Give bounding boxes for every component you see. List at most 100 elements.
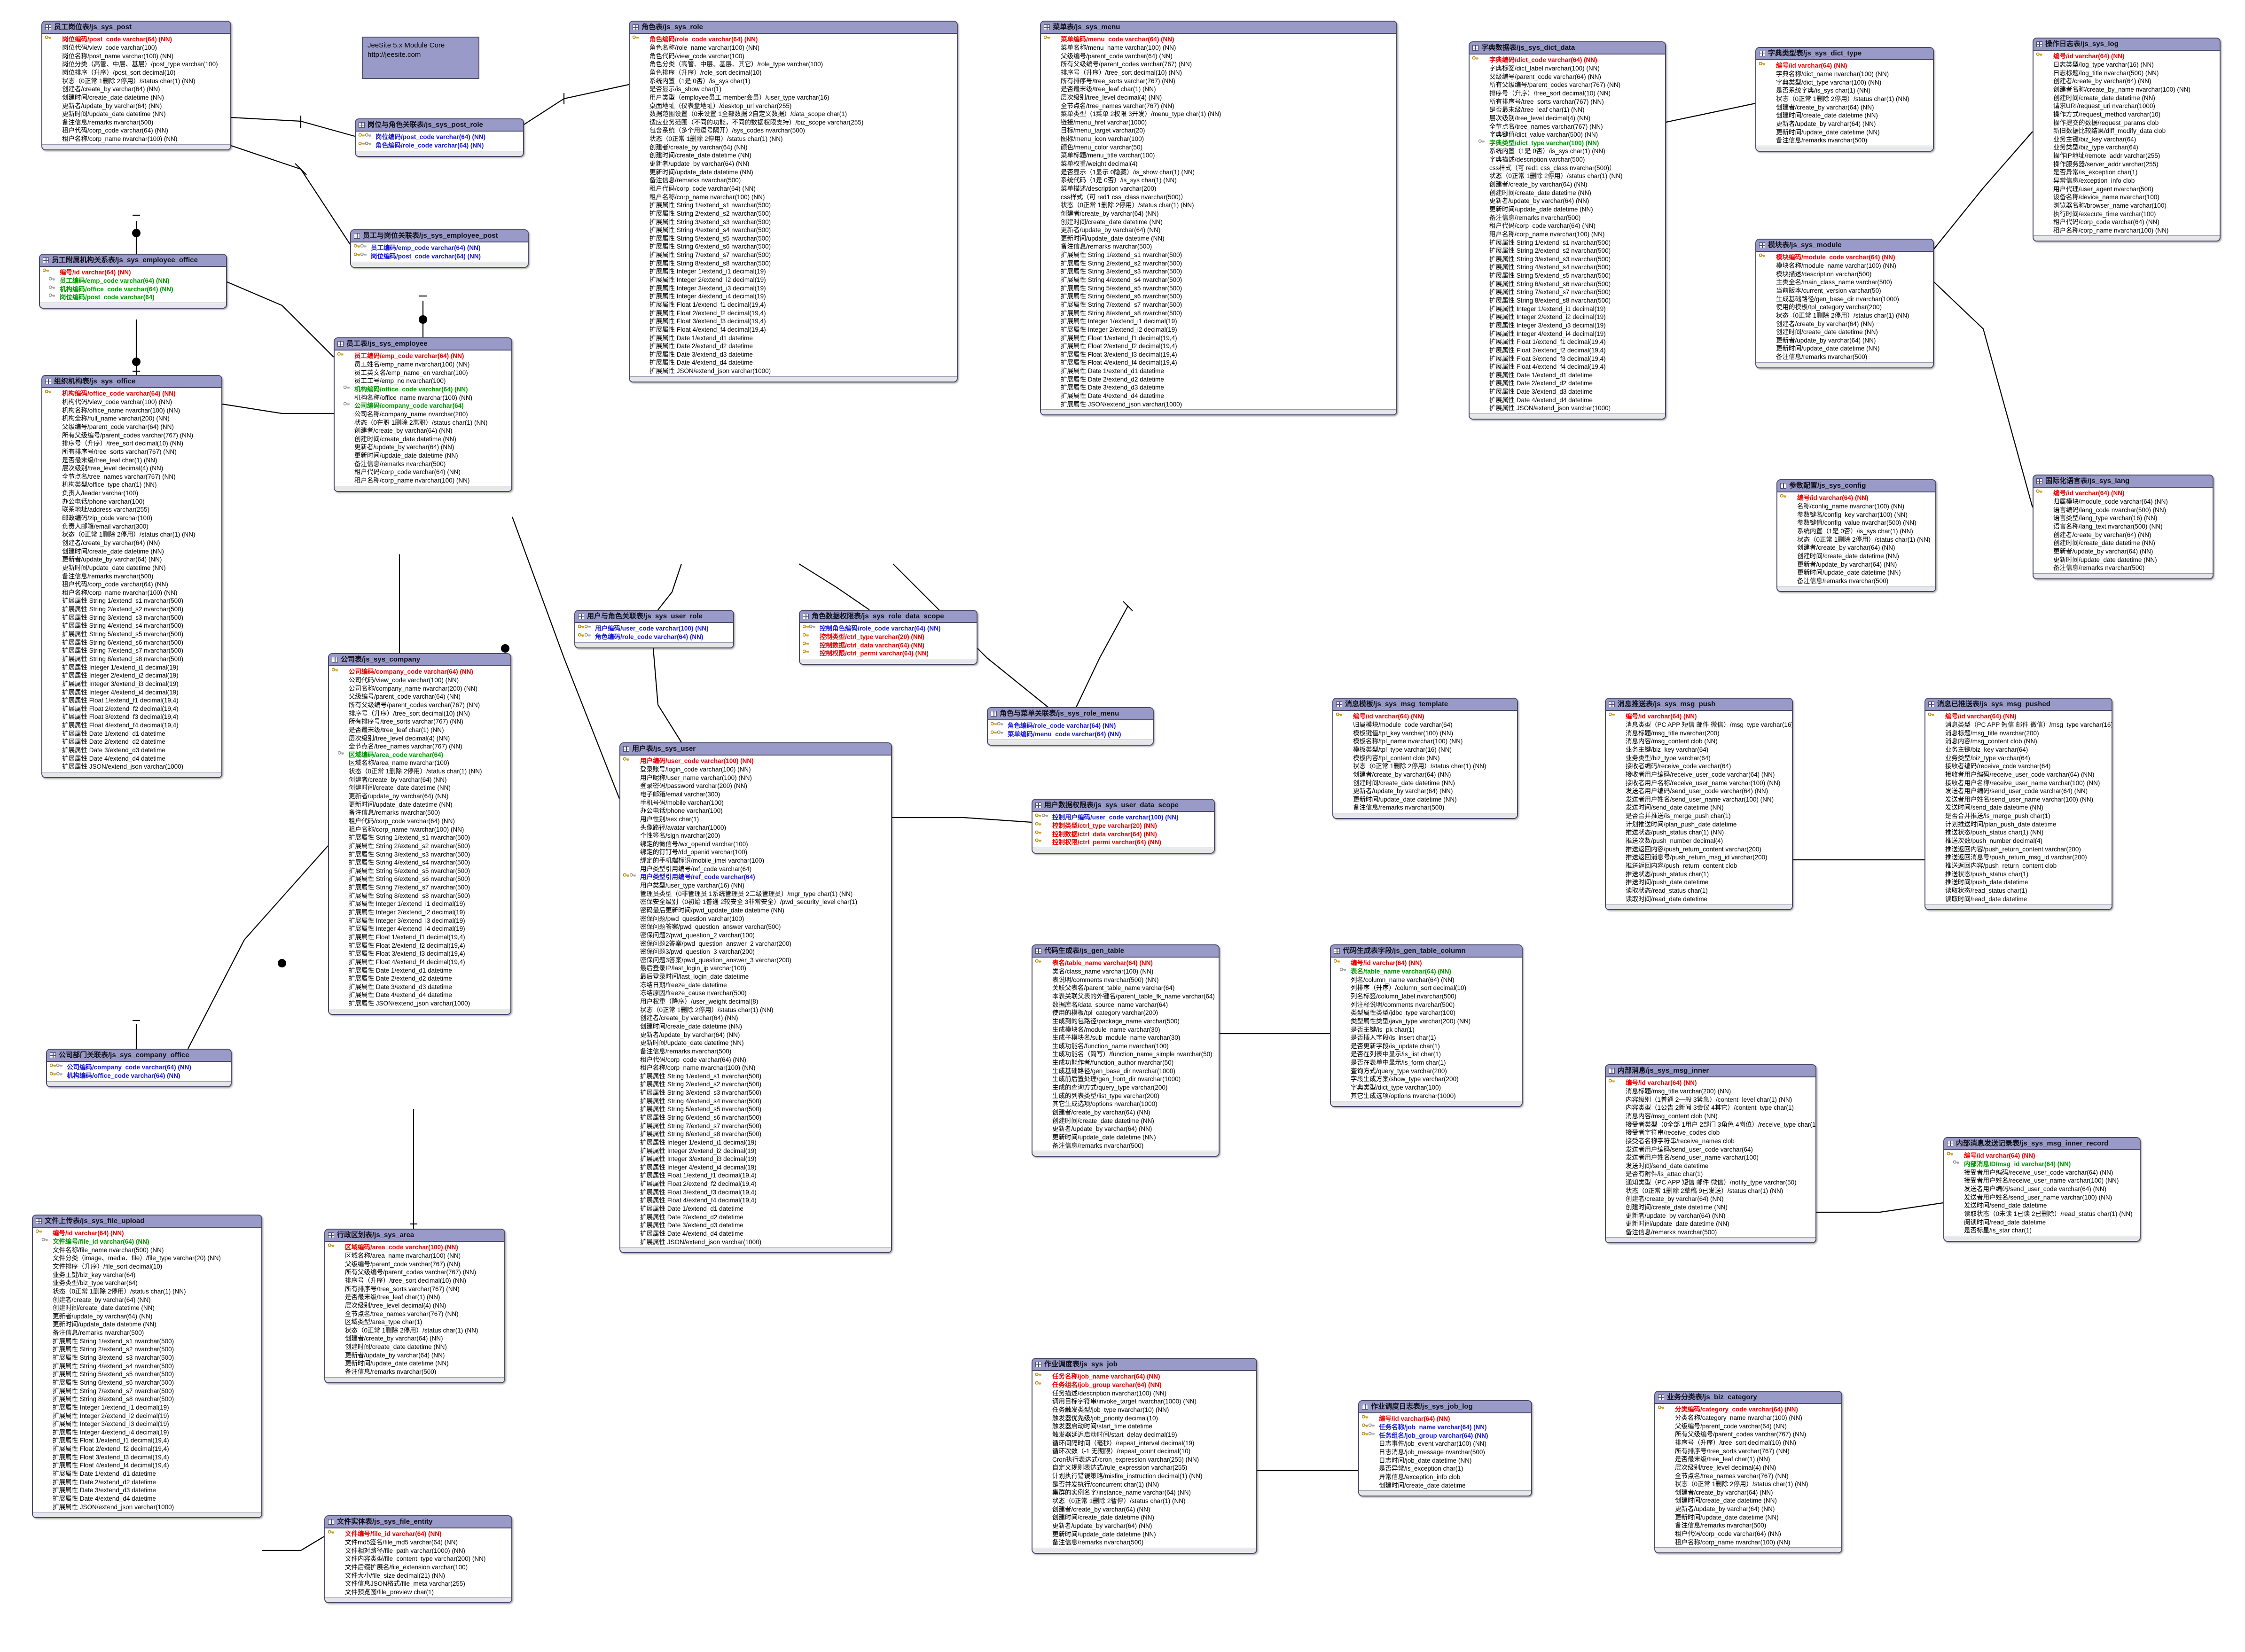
entity-js_gen_table_column[interactable]: 代码生成表字段/js_gen_table_column 编号/id varchar…	[1330, 944, 1523, 1107]
field-label: 模块编码/module_code varchar(64) (NN)	[1776, 254, 1895, 261]
entity-field: 更新者/update_by varchar(64) (NN)	[1034, 1522, 1254, 1530]
field-label: 生成模块名/module_name varchar(30)	[1052, 1026, 1160, 1033]
entity-js_sys_msg_inner_record[interactable]: 内部消息发送记录表/js_sys_msg_inner_record 编号/id v…	[1943, 1137, 2141, 1242]
entity-js_biz_category[interactable]: 业务分类表/js_biz_category 分类编码/category_code …	[1654, 1391, 1842, 1554]
entity-field: 参数键名/config_key varchar(100) (NN)	[1779, 511, 1933, 519]
entity-js_sys_dict_data[interactable]: 字典数据表/js_sys_dict_data 字典编码/dict_code var…	[1469, 41, 1666, 420]
entity-field: 扩展属性 Date 2/extend_d2 datetime	[331, 974, 508, 983]
field-label: 角色名称/role_name varchar(100) (NN)	[649, 44, 760, 52]
entity-field: 当前版本/current_version varchar(50)	[1758, 287, 1931, 295]
entity-js_sys_job[interactable]: 作业调度表/js_sys_job 任务名称/job_name varchar(64…	[1032, 1358, 1257, 1554]
field-label: 扩展属性 Float 4/extend_f4 decimal(19,4)	[53, 1462, 169, 1469]
entity-js_sys_module[interactable]: 模块表/js_sys_module 模块编码/module_code varcha…	[1755, 239, 1934, 368]
entity-field: 是否在表单中显示/is_form char(1)	[1333, 1059, 1520, 1067]
entity-field: 创建者/create_by varchar(64) (NN)	[1758, 319, 1931, 328]
field-label: 员工编码/emp_code varchar(64) (NN)	[60, 277, 170, 285]
entity-field: 创建者/create_by varchar(64) (NN)	[1034, 1505, 1254, 1514]
entity-js_sys_log[interactable]: 操作日志表/js_sys_log 编号/id varchar(64) (NN) 日志…	[2033, 38, 2221, 242]
diagram-title-note: JeeSite 5.x Module Core http://jeesite.c…	[362, 37, 479, 79]
entity-js_sys_role_data_scope[interactable]: 角色数据权限表/js_sys_role_data_scope 控制角色编码/rol…	[799, 610, 978, 665]
entity-field: 所有排序号/tree_sorts varchar(767) (NN)	[331, 717, 508, 726]
entity-js_sys_msg_push[interactable]: 消息推送表/js_sys_msg_push 编号/id varchar(64) (…	[1605, 698, 1793, 910]
field-label: 扩展属性 Float 1/extend_f1 decimal(19,4)	[640, 1172, 757, 1179]
entity-js_sys_dict_type[interactable]: 字典类型表/js_sys_dict_type 编号/id varchar(64) …	[1755, 47, 1934, 152]
entity-js_sys_file_upload[interactable]: 文件上传表/js_sys_file_upload 编号/id varchar(64…	[32, 1215, 262, 1519]
entity-js_sys_company[interactable]: 公司表/js_sys_company 公司编码/company_code varc…	[328, 653, 511, 1015]
entity-js_sys_post_role[interactable]: 岗位与角色关联表/js_sys_post_role 岗位编码/post_code …	[355, 118, 524, 157]
entity-field: 文件预览图/file_preview char(1)	[327, 1588, 509, 1597]
entity-field: 任务触发类型/job_type nvarchar(10) (NN)	[1034, 1406, 1254, 1414]
field-label: 消息标题/msg_title nvarchar(200)	[1626, 729, 1720, 737]
field-label: 扩展属性 String 6/extend_s6 nvarchar(500)	[1489, 280, 1611, 288]
field-label: 发送者用户编码/send_user_code varchar(64)	[1626, 1145, 1753, 1153]
field-label: 数据范围设置（0未设置 1全部数据 2自定义数据）/data_scope cha…	[649, 110, 847, 118]
field-label: 推送时间/push_date datetime	[1626, 879, 1709, 886]
entity-js_sys_employee_post[interactable]: 员工与岗位关联表/js_sys_employee_post 员工编码/emp_co…	[350, 229, 529, 268]
entity-js_sys_msg_inner[interactable]: 内部消息/js_sys_msg_inner 编号/id varchar(64) (…	[1605, 1064, 1816, 1244]
entity-footer	[1333, 812, 1517, 818]
primary-key-icon	[1609, 1079, 1615, 1084]
entity-js_sys_user_role[interactable]: 用户与角色关联表/js_sys_user_role 用户编码/user_code …	[574, 610, 734, 648]
entity-footer	[47, 1081, 231, 1086]
entity-js_sys_lang[interactable]: 国际化语言表/js_sys_lang 编号/id varchar(64) (NN)…	[2033, 475, 2214, 579]
entity-js_sys_area[interactable]: 行政区划表/js_sys_area 区域编码/area_code varchar(…	[324, 1229, 505, 1383]
field-label: 更新者/update_by varchar(64) (NN)	[62, 102, 162, 109]
entity-field: 扩展属性 Float 3/extend_f3 decimal(19,4)	[632, 317, 955, 326]
entity-js_sys_file_entity[interactable]: 文件实体表/js_sys_file_entity 文件编号/file_id var…	[324, 1515, 512, 1604]
field-label: 创建时间/create_date datetime (NN)	[354, 435, 456, 443]
field-label: 阅读时间/read_date datetime	[1964, 1218, 2046, 1226]
field-label: 菜单编码/menu_code varchar(64) (NN)	[1008, 731, 1121, 738]
field-label: 备注信息/remarks nvarchar(500)	[62, 118, 154, 126]
entity-field: 数据库名/data_source_name varchar(64)	[1034, 1000, 1217, 1009]
entity-js_gen_table[interactable]: 代码生成表/js_gen_table 表名/table_name varchar(…	[1032, 944, 1220, 1157]
entity-field: 扩展属性 Integer 2/extend_i2 decimal(19)	[632, 276, 955, 284]
entity-js_sys_user[interactable]: 用户表/js_sys_user 用户编码/user_code varchar(10…	[619, 742, 892, 1254]
field-label: 推送返回消息号/push_return_msg_id varchar(200)	[1945, 854, 2087, 861]
field-label: 扩展属性 JSON/extend_json varchar(1000)	[62, 763, 184, 771]
field-label: css样式（可 red1 css_class nvarchar(500)）	[1489, 164, 1616, 171]
field-label: 生成前后置处理/gen_front_dir nvarchar(1000)	[1052, 1075, 1181, 1083]
entity-field: 业务类型/biz_type varchar(64)	[1608, 754, 1790, 762]
field-label: 文件大小/file_size decimal(21) (NN)	[345, 1572, 446, 1579]
entity-field: 扩展属性 String 7/extend_s7 nvarchar(500)	[1043, 301, 1394, 309]
entity-js_sys_menu[interactable]: 菜单表/js_sys_menu 菜单编码/menu_code varchar(64…	[1040, 21, 1397, 416]
field-label: 岗位排序（升序）/post_sort decimal(10)	[62, 69, 176, 76]
entity-js_sys_msg_template[interactable]: 消息模板/js_sys_msg_template 编号/id varchar(64…	[1332, 698, 1518, 819]
entity-field: 模块编码/module_code varchar(64) (NN)	[1758, 253, 1931, 262]
entity-js_sys_employee_office[interactable]: 员工附属机构关系表/js_sys_employee_office 编号/id va…	[39, 254, 227, 309]
entity-field: 密码最后更新时间/pwd_update_date datetime (NN)	[622, 906, 889, 915]
entity-js_sys_employee[interactable]: 员工表/js_sys_employee 员工编码/emp_code varchar…	[334, 337, 512, 492]
foreign-key-icon	[56, 1072, 63, 1077]
entity-field: 扩展属性 String 6/extend_s6 nvarchar(500)	[622, 1114, 889, 1122]
entity-js_sys_office[interactable]: 组织机构表/js_sys_office 机构编码/office_code varc…	[41, 375, 222, 778]
entity-field: 生成的查询方式/query_type varchar(200)	[1034, 1083, 1217, 1092]
field-label: 是否最末级/tree_leaf char(1) (NN)	[1489, 106, 1585, 114]
table-icon	[1609, 701, 1615, 707]
foreign-key-icon	[1478, 139, 1485, 144]
entity-field: 模块描述/description varchar(500)	[1758, 270, 1931, 279]
key-cell-fk	[336, 402, 354, 407]
entity-js_sys_post[interactable]: 员工岗位表/js_sys_post 岗位编码/post_code varchar(…	[41, 21, 231, 150]
primary-key-icon	[1658, 1405, 1664, 1410]
entity-field: 扩展属性 String 3/extend_s3 nvarchar(500)	[622, 1089, 889, 1097]
entity-js_sys_company_office[interactable]: 公司部门关联表/js_sys_company_office 公司编码/compan…	[46, 1049, 232, 1087]
field-label: 控制用户编码/user_code varchar(100) (NN)	[1052, 814, 1179, 821]
entity-field: 扩展属性 String 1/extend_s1 nvarchar(500)	[1043, 251, 1394, 259]
entity-js_sys_job_log[interactable]: 作业调度日志表/js_sys_job_log 编号/id varchar(64) …	[1358, 1400, 1532, 1497]
entity-js_sys_role[interactable]: 角色表/js_sys_role 角色编码/role_code varchar(64…	[629, 21, 958, 382]
field-label: 编号/id varchar(64) (NN)	[1964, 1152, 2035, 1160]
field-label: 备注信息/remarks nvarchar(500)	[1353, 804, 1445, 811]
field-label: 设备名称/device_name nvarchar(100)	[2053, 194, 2159, 201]
field-label: 文件后缀扩展名/file_extension varchar(100)	[345, 1564, 468, 1571]
field-label: 接收者编码/receive_code varchar(64)	[1945, 763, 2051, 770]
entity-js_sys_role_menu[interactable]: 角色与菜单关联表/js_sys_role_menu 角色编码/role_code …	[987, 707, 1154, 746]
field-label: 任务触发类型/job_type nvarchar(10) (NN)	[1052, 1406, 1169, 1413]
field-label: 备注信息/remarks nvarchar(500)	[2053, 564, 2145, 572]
entity-js_sys_user_data_scope[interactable]: 用户数据权限表/js_sys_user_data_scope 控制用户编码/use…	[1032, 799, 1215, 854]
field-label: 字典编码/dict_code varchar(64) (NN)	[1489, 56, 1597, 64]
entity-js_sys_config[interactable]: 参数配置/js_sys_config 编号/id varchar(64) (NN)…	[1776, 479, 1936, 592]
entity-field: 发送者用户编码/send_user_code varchar(64)	[1608, 1145, 1814, 1153]
entity-js_sys_msg_pushed[interactable]: 消息已推送表/js_sys_msg_pushed 编号/id varchar(64…	[1924, 698, 2112, 910]
entity-title: 模块表/js_sys_module	[1768, 241, 1842, 249]
entity-field: 创建时间/create_date datetime (NN)	[44, 94, 228, 102]
